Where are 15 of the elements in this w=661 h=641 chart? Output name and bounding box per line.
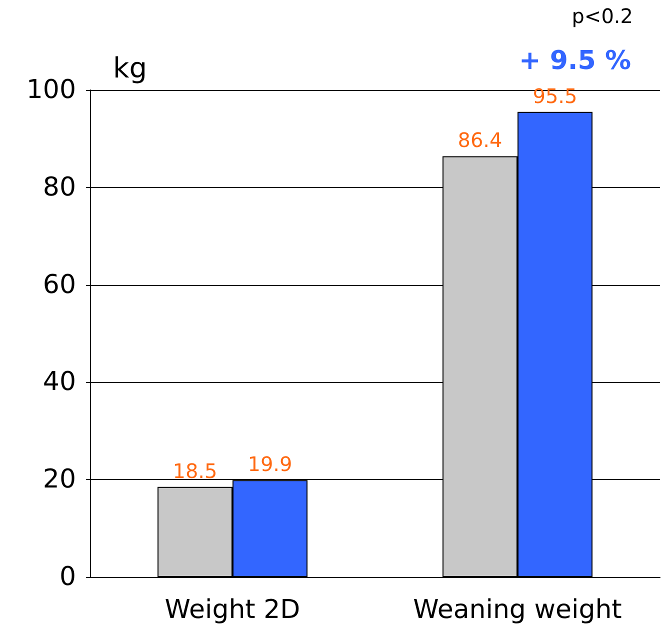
text: p<0.2 xyxy=(572,4,634,28)
text: + 9.5 % xyxy=(519,46,631,76)
data-label: 18.5 xyxy=(172,458,218,483)
y-tick-label: 60 xyxy=(42,270,76,300)
data-label: 19.9 xyxy=(248,452,292,476)
x-tick-label: Weight 2D xyxy=(164,595,300,625)
data-label: 86.4 xyxy=(458,128,502,152)
y-tick-label: 100 xyxy=(26,75,76,105)
x-tick-label: Weaning weight xyxy=(413,595,622,625)
y-tick-label: 20 xyxy=(42,464,76,495)
data-label: 95.5 xyxy=(532,84,578,108)
y-axis-title: kg xyxy=(113,52,147,84)
y-tick-label: 0 xyxy=(59,562,76,592)
y-tick-label: 40 xyxy=(42,367,76,398)
y-tick-label: 80 xyxy=(42,172,76,202)
